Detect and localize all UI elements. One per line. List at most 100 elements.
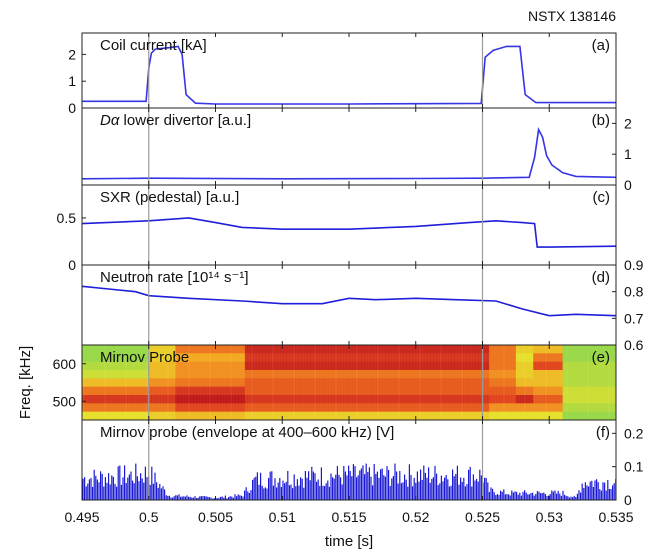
panel-b: 0 1 2 Dα lower divertor [a.u.] (b) [81, 107, 632, 193]
spectrogram-cell [489, 345, 517, 354]
y-tick-label: 0.6 [624, 337, 644, 353]
y-axis-label: Freq. [kHz] [17, 346, 34, 419]
panel-title-text: Neutron rate [10¹⁴ s⁻¹] [100, 269, 249, 286]
spectrogram-cell [515, 395, 534, 404]
spectrogram-cell [82, 411, 150, 420]
spectrogram-cell [533, 411, 564, 420]
spectrogram-cell [244, 353, 490, 363]
y-tick-label: 600 [53, 356, 77, 372]
y-tick-label: 0.7 [624, 310, 644, 326]
panel-title-text: SXR (pedestal) [a.u.] [100, 189, 239, 206]
plot-panels: 0 1 2 Coil current [kA] (a) 0 1 2 Dα lower diver… [17, 32, 644, 525]
spectrogram-cell [515, 411, 534, 420]
spectrogram-cell [562, 361, 616, 371]
panel-letter: (a) [592, 37, 610, 54]
spectrogram-cell [562, 395, 616, 404]
y-tick-label: 500 [53, 393, 77, 409]
spectrogram-cell [533, 361, 564, 371]
spectrogram-cell [562, 403, 616, 413]
spectrogram-cell [515, 370, 534, 379]
spectrogram-cell [489, 403, 517, 413]
spectrogram-cell [244, 361, 490, 371]
spectrogram-cell [82, 353, 150, 363]
y-tick-label: 0 [624, 177, 632, 193]
spectrogram-cell [148, 353, 176, 363]
spectrogram-cell [562, 370, 616, 379]
y-tick-label: 0 [624, 492, 632, 508]
panel-letter: (e) [592, 349, 610, 366]
spectrogram-cell [244, 403, 490, 413]
x-tick-label: 0.515 [331, 509, 366, 525]
spectrogram-cell [515, 386, 534, 396]
x-tick-label: 0.535 [598, 509, 633, 525]
x-tick-label: 0.51 [269, 509, 296, 525]
panel-title: SXR (pedestal) [a.u.] [100, 189, 239, 206]
spectrogram-cell [175, 370, 246, 379]
panel-title: Coil current [kA] [100, 37, 207, 54]
spectrogram-cell [515, 345, 534, 354]
spectrogram-cell [533, 345, 564, 354]
series-line [82, 285, 616, 317]
spectrogram-cell [175, 378, 246, 388]
spectrogram-cell [562, 386, 616, 396]
spectrogram-cell [562, 411, 616, 420]
panel-title: Dα lower divertor [a.u.] [100, 112, 251, 129]
spectrogram-cell [489, 361, 517, 371]
spectrogram-cell [244, 370, 490, 379]
x-tick-label: 0.525 [465, 509, 500, 525]
y-tick-label: 0 [68, 257, 76, 273]
x-tick-label: 0.495 [64, 509, 99, 525]
y-tick-label: 1 [68, 73, 76, 89]
spectrogram-cell [533, 386, 564, 396]
spectrogram-cell [148, 378, 176, 388]
y-tick-label: 0.2 [624, 425, 644, 441]
panel-letter: (d) [592, 269, 610, 286]
spectrogram-cell [515, 353, 534, 363]
envelope-lines [82, 463, 616, 500]
panel-letter: (b) [592, 112, 610, 129]
spectrogram-cell [533, 353, 564, 363]
panel-title-text: Mirnov Probe [100, 349, 189, 366]
spectrogram-cell [148, 370, 176, 379]
y-tick-label: 1 [624, 146, 632, 162]
y-tick-label: 0.9 [624, 257, 644, 273]
spectrogram-cell [148, 345, 176, 354]
spectrogram-cell [175, 345, 246, 354]
panel-title-text: Coil current [kA] [100, 37, 207, 54]
panel-d: 0.6 0.7 0.8 0.9 Neutron rate [10¹⁴ s⁻¹] (d) [81, 257, 644, 353]
y-tick-label: 0.8 [624, 284, 644, 300]
spectrogram-cell [533, 403, 564, 413]
spectrogram-cell [175, 411, 246, 420]
spectrogram-cell [244, 345, 490, 354]
spectrogram-cell [562, 345, 616, 354]
spectrogram-cell [82, 370, 150, 379]
x-axis-label: time [s] [325, 533, 373, 550]
series-line [82, 45, 616, 105]
figure-title: NSTX 138146 [528, 8, 616, 24]
y-tick-label: 0.5 [57, 210, 77, 226]
panel-letter: (c) [593, 189, 611, 206]
panel-c: 0 0.5 SXR (pedestal) [a.u.] (c) [57, 184, 617, 273]
spectrogram-cell [175, 395, 246, 404]
panel-title: Neutron rate [10¹⁴ s⁻¹] [100, 269, 249, 286]
panel-title: Mirnov probe (envelope at 400–600 kHz) [… [100, 424, 394, 441]
spectrogram-cell [82, 378, 150, 388]
spectrogram-cell [489, 411, 517, 420]
spectrogram-cell [175, 361, 246, 371]
panel-letter: (f) [596, 424, 610, 441]
spectrogram-cell [82, 395, 150, 404]
spectrogram-cell [533, 370, 564, 379]
panel-title-text: lower divertor [a.u.] [119, 112, 251, 129]
y-tick-label: 0.1 [624, 459, 644, 475]
spectrogram-cell [148, 361, 176, 371]
spectrogram-cell [175, 353, 246, 363]
spectrogram-cell [148, 411, 176, 420]
spectrogram-cell [533, 395, 564, 404]
spectrogram-cell [489, 370, 517, 379]
spectrogram-cell [175, 403, 246, 413]
x-tick-label: 0.5 [139, 509, 159, 525]
y-tick-label: 0 [68, 100, 76, 116]
spectrogram-cell [148, 386, 176, 396]
spectrogram-cell [82, 386, 150, 396]
